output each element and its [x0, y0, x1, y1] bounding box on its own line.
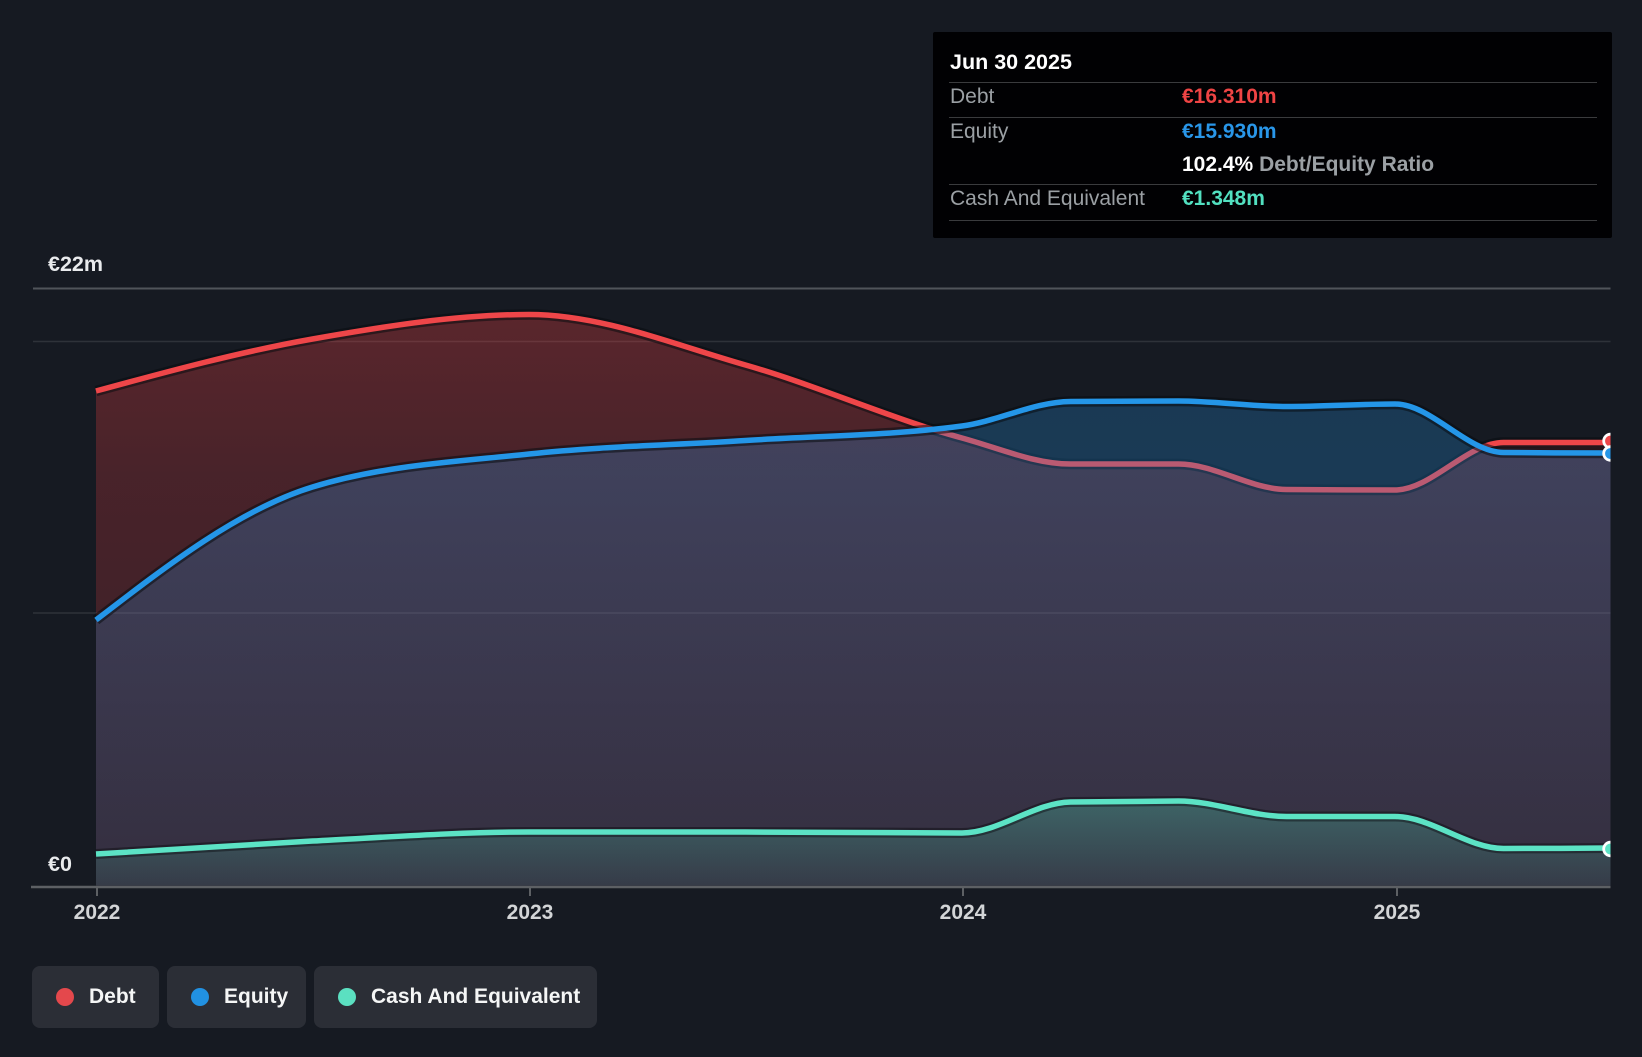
svg-text:2025: 2025 [1374, 901, 1421, 924]
svg-text:2023: 2023 [507, 901, 554, 924]
svg-text:€0: €0 [48, 852, 72, 876]
svg-text:2022: 2022 [74, 901, 121, 924]
svg-text:€22m: €22m [48, 252, 103, 276]
svg-text:2024: 2024 [940, 901, 987, 924]
